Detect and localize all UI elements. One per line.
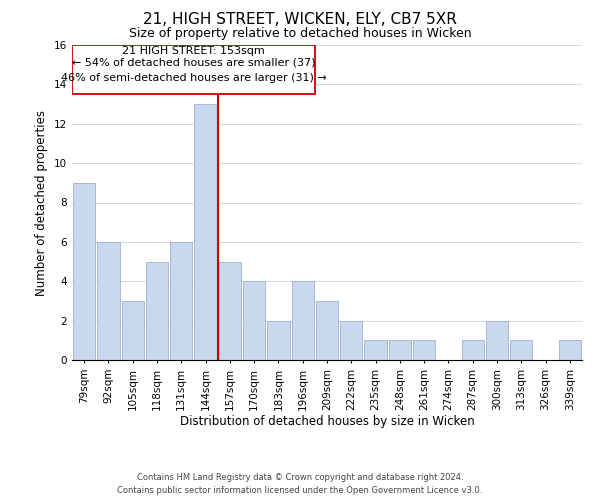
Bar	[486, 320, 508, 360]
Bar	[316, 301, 338, 360]
Bar	[413, 340, 436, 360]
Bar	[170, 242, 193, 360]
Bar	[73, 183, 95, 360]
Bar	[461, 340, 484, 360]
Bar	[510, 340, 532, 360]
Bar	[389, 340, 411, 360]
Bar	[97, 242, 119, 360]
Bar	[243, 281, 265, 360]
Text: ← 54% of detached houses are smaller (37): ← 54% of detached houses are smaller (37…	[71, 58, 315, 68]
Text: Contains HM Land Registry data © Crown copyright and database right 2024.
Contai: Contains HM Land Registry data © Crown c…	[118, 473, 482, 495]
Bar	[267, 320, 290, 360]
X-axis label: Distribution of detached houses by size in Wicken: Distribution of detached houses by size …	[179, 416, 475, 428]
Bar	[218, 262, 241, 360]
Bar	[292, 281, 314, 360]
Bar	[122, 301, 144, 360]
Bar	[364, 340, 387, 360]
Bar	[146, 262, 168, 360]
Text: 46% of semi-detached houses are larger (31) →: 46% of semi-detached houses are larger (…	[61, 74, 326, 84]
Text: 21 HIGH STREET: 153sqm: 21 HIGH STREET: 153sqm	[122, 46, 265, 56]
Text: Size of property relative to detached houses in Wicken: Size of property relative to detached ho…	[128, 28, 472, 40]
Y-axis label: Number of detached properties: Number of detached properties	[35, 110, 49, 296]
Text: 21, HIGH STREET, WICKEN, ELY, CB7 5XR: 21, HIGH STREET, WICKEN, ELY, CB7 5XR	[143, 12, 457, 28]
Bar	[194, 104, 217, 360]
Bar	[340, 320, 362, 360]
Bar	[559, 340, 581, 360]
FancyBboxPatch shape	[72, 45, 315, 94]
